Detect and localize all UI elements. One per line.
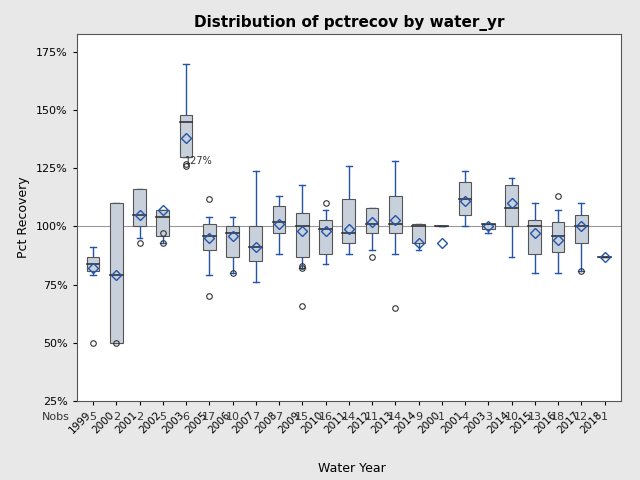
Bar: [389, 196, 402, 233]
Text: 5: 5: [90, 412, 97, 422]
Bar: [110, 203, 123, 343]
Bar: [319, 219, 332, 254]
Bar: [552, 222, 564, 252]
Text: 10: 10: [225, 412, 239, 422]
Bar: [529, 219, 541, 254]
Title: Distribution of pctrecov by water_yr: Distribution of pctrecov by water_yr: [193, 15, 504, 31]
Text: 9: 9: [415, 412, 422, 422]
Text: 7: 7: [252, 412, 259, 422]
Text: 11: 11: [365, 412, 379, 422]
Bar: [156, 210, 169, 236]
Text: Water Year: Water Year: [318, 462, 386, 475]
Bar: [250, 227, 262, 261]
Text: 6: 6: [182, 412, 189, 422]
Text: Nobs: Nobs: [42, 412, 70, 422]
Text: 16: 16: [319, 412, 333, 422]
Bar: [482, 224, 495, 229]
Text: 1: 1: [601, 412, 608, 422]
Bar: [412, 224, 425, 243]
Y-axis label: Pct Recovery: Pct Recovery: [17, 176, 31, 258]
Text: 15: 15: [295, 412, 309, 422]
Text: 10: 10: [504, 412, 518, 422]
Text: 14: 14: [342, 412, 356, 422]
Bar: [133, 189, 146, 227]
Bar: [226, 227, 239, 257]
Text: 17: 17: [202, 412, 216, 422]
Text: 2: 2: [136, 412, 143, 422]
Bar: [575, 215, 588, 243]
Bar: [203, 224, 216, 250]
Bar: [459, 182, 472, 215]
Text: 3: 3: [484, 412, 492, 422]
Text: 1: 1: [438, 412, 445, 422]
Text: 5: 5: [159, 412, 166, 422]
Text: 18: 18: [551, 412, 565, 422]
Text: 14: 14: [388, 412, 403, 422]
Bar: [342, 199, 355, 243]
Text: 12: 12: [574, 412, 588, 422]
Bar: [86, 257, 99, 271]
Text: 2: 2: [113, 412, 120, 422]
Bar: [273, 205, 285, 233]
Bar: [296, 213, 308, 257]
Text: 13: 13: [528, 412, 542, 422]
Bar: [365, 208, 378, 233]
Bar: [505, 185, 518, 227]
Bar: [180, 115, 193, 157]
Text: 7: 7: [275, 412, 283, 422]
Text: 127%: 127%: [185, 156, 212, 166]
Text: 4: 4: [461, 412, 468, 422]
